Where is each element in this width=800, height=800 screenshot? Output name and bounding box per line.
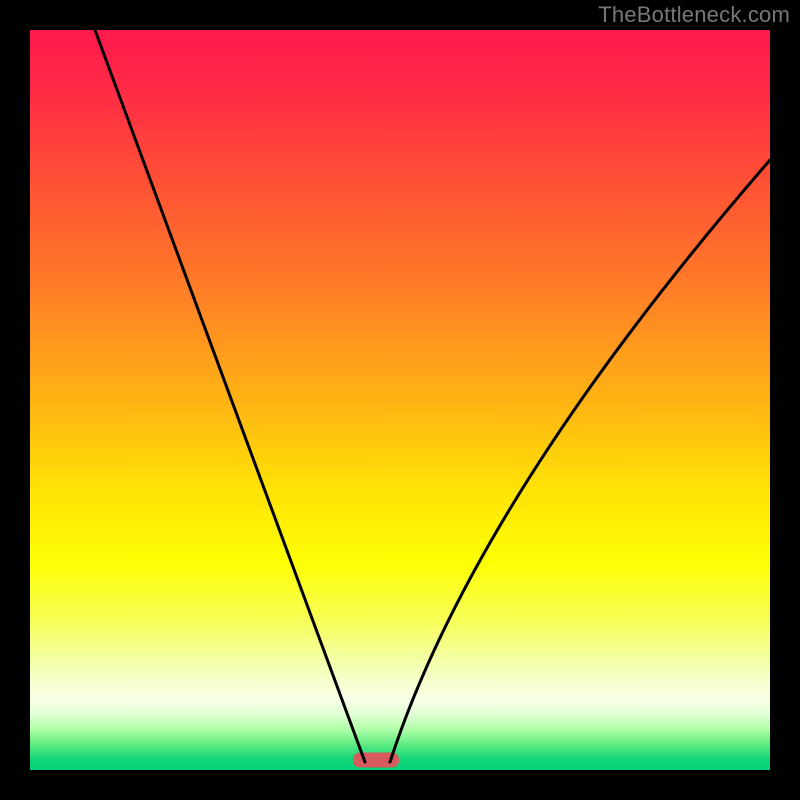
chart-svg xyxy=(0,0,800,800)
watermark-text: TheBottleneck.com xyxy=(598,2,790,28)
plot-area xyxy=(30,30,770,770)
chart-container: TheBottleneck.com xyxy=(0,0,800,800)
